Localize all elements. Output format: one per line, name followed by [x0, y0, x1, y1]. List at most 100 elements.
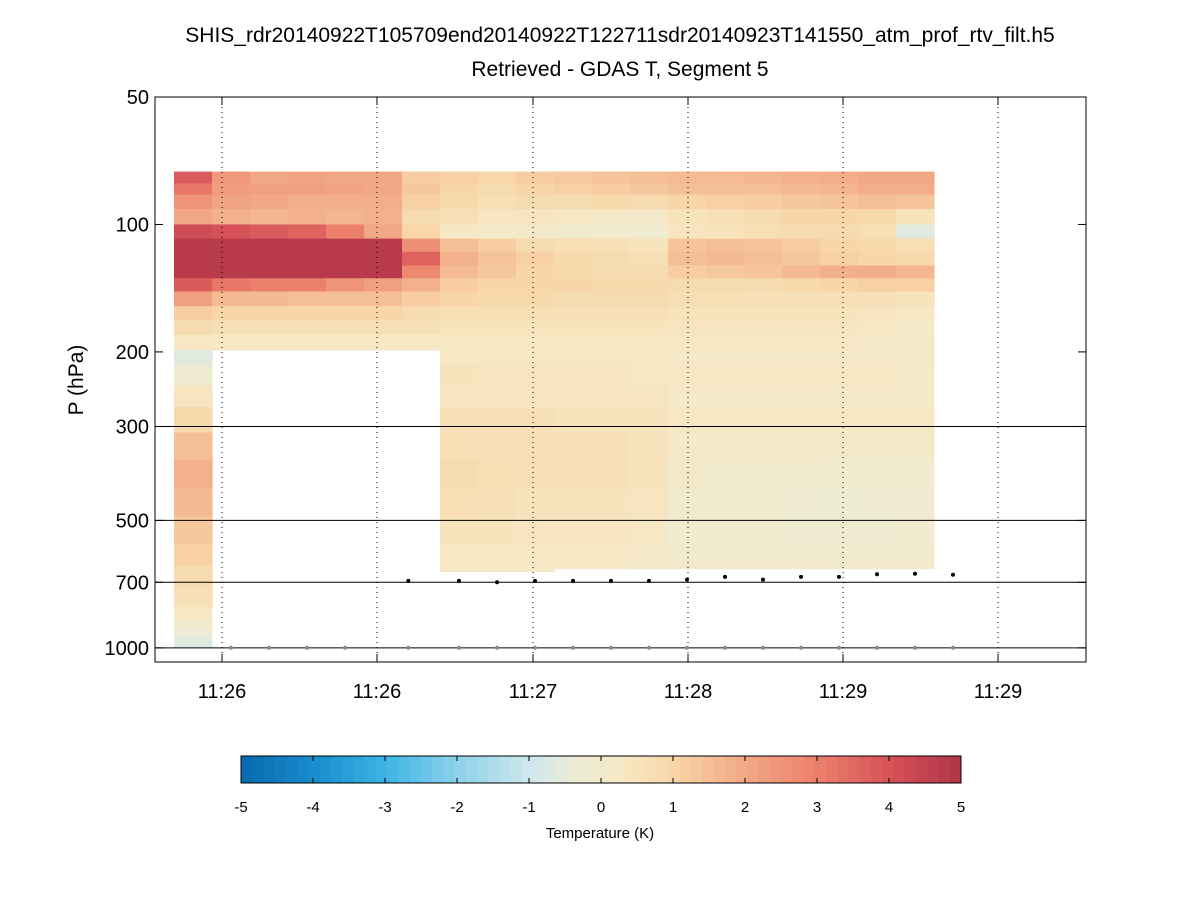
heatmap-cell: [706, 319, 745, 336]
surface-pressure-marker: [457, 578, 461, 583]
heatmap-cell: [896, 516, 935, 546]
heatmap-cell: [250, 251, 289, 267]
colorbar-swatch: [443, 756, 456, 783]
heatmap-cell: [288, 334, 327, 351]
colorbar-swatch: [533, 756, 546, 783]
colorbar-swatch: [938, 756, 951, 783]
heatmap-cell: [516, 183, 555, 196]
heatmap-cell: [592, 209, 631, 226]
heatmap-cell: [706, 278, 745, 293]
heatmap-cell: [402, 194, 441, 210]
heatmap-cell: [174, 306, 213, 321]
heatmap-cell: [668, 385, 707, 408]
colorbar-tick-label: -1: [522, 799, 535, 816]
heatmap-cell: [858, 350, 897, 366]
heatmap-cell: [744, 238, 783, 253]
heatmap-cell: [782, 238, 821, 253]
heatmap-cell: [174, 645, 213, 649]
heatmap-cell: [744, 365, 783, 387]
heatmap-cell: [858, 238, 897, 253]
heatmap-cell: [592, 171, 631, 185]
heatmap-cell: [782, 488, 821, 518]
heatmap-cell: [288, 171, 327, 185]
surface-pressure-marker: [837, 574, 841, 579]
heatmap-cell: [782, 209, 821, 226]
heatmap-cell: [440, 291, 479, 307]
heatmap-cell: [630, 171, 669, 185]
colorbar-swatch: [499, 756, 512, 783]
colorbar-swatch: [409, 756, 422, 783]
surface-pressure-marker: [571, 578, 575, 583]
heatmap-cell: [630, 407, 669, 434]
x-tick-label: 11:28: [664, 681, 713, 703]
heatmap-cell: [630, 565, 669, 570]
y-tick-label: 200: [116, 342, 149, 364]
y-tick-label: 300: [116, 416, 149, 438]
heatmap-cell: [478, 432, 517, 461]
heatmap-cell: [554, 319, 593, 336]
heatmap-cell: [250, 334, 289, 351]
heatmap-cell: [858, 407, 897, 434]
heatmap-cell: [744, 334, 783, 351]
heatmap-cell: [858, 385, 897, 408]
y-tick-label: 100: [116, 214, 149, 236]
colorbar-swatch: [319, 756, 332, 783]
heatmap-cell: [364, 183, 403, 196]
surface-pressure-marker: [647, 578, 651, 583]
heatmap-cell: [592, 306, 631, 321]
heatmap-cell: [478, 459, 517, 489]
heatmap-cell: [630, 516, 669, 546]
heatmap-cell: [326, 194, 365, 210]
heatmap-cell: [782, 516, 821, 546]
bottom-marker: [837, 645, 841, 650]
heatmap-cell: [896, 565, 935, 570]
heatmap-cell: [668, 407, 707, 434]
heatmap-cell: [288, 251, 327, 267]
colorbar-tick-label: 5: [957, 799, 965, 816]
heatmap-cell: [250, 194, 289, 210]
heatmap-cell: [668, 459, 707, 489]
bottom-marker: [571, 645, 575, 650]
heatmap-cell: [592, 544, 631, 567]
heatmap-cell: [744, 565, 783, 570]
heatmap-cell: [592, 459, 631, 489]
heatmap-cell: [820, 516, 859, 546]
heatmap-cell: [554, 183, 593, 196]
heatmap-cell: [478, 306, 517, 321]
heatmap-cell: [668, 334, 707, 351]
surface-pressure-marker: [406, 578, 411, 583]
colorbar-swatch: [477, 756, 489, 783]
heatmap-cell: [858, 459, 897, 489]
colorbar-swatch: [724, 756, 737, 783]
heatmap-cell: [706, 407, 745, 434]
heatmap-cell: [630, 194, 669, 210]
heatmap-cell: [592, 224, 631, 240]
bottom-marker: [685, 645, 689, 650]
colorbar-tick-label: -3: [378, 799, 391, 816]
heatmap-cell: [744, 350, 783, 366]
heatmap-cell: [668, 319, 707, 336]
colorbar-swatch: [792, 756, 804, 783]
colorbar-swatch: [859, 756, 872, 783]
heatmap-cell: [174, 224, 213, 240]
heatmap-cell: [858, 565, 897, 570]
heatmap-cell: [782, 350, 821, 366]
colorbar-swatch: [274, 756, 287, 783]
heatmap-cell: [858, 265, 897, 279]
heatmap-cell: [820, 459, 859, 489]
heatmap-cell: [288, 291, 327, 307]
heatmap-cell: [706, 224, 745, 240]
x-tick-label: 11:26: [353, 681, 402, 703]
y-tick-label: 500: [116, 510, 149, 532]
surface-pressure-marker: [495, 580, 499, 585]
bottom-marker: [609, 645, 613, 650]
bottom-marker: [495, 645, 499, 650]
heatmap-cell: [630, 183, 669, 196]
heatmap-cell: [174, 385, 213, 408]
heatmap-cell: [668, 194, 707, 210]
heatmap-cell: [668, 265, 707, 279]
colorbar-swatch: [331, 756, 343, 783]
heatmap-cell: [478, 544, 517, 567]
heatmap-cell: [744, 171, 783, 185]
colorbar-swatch: [657, 756, 669, 783]
